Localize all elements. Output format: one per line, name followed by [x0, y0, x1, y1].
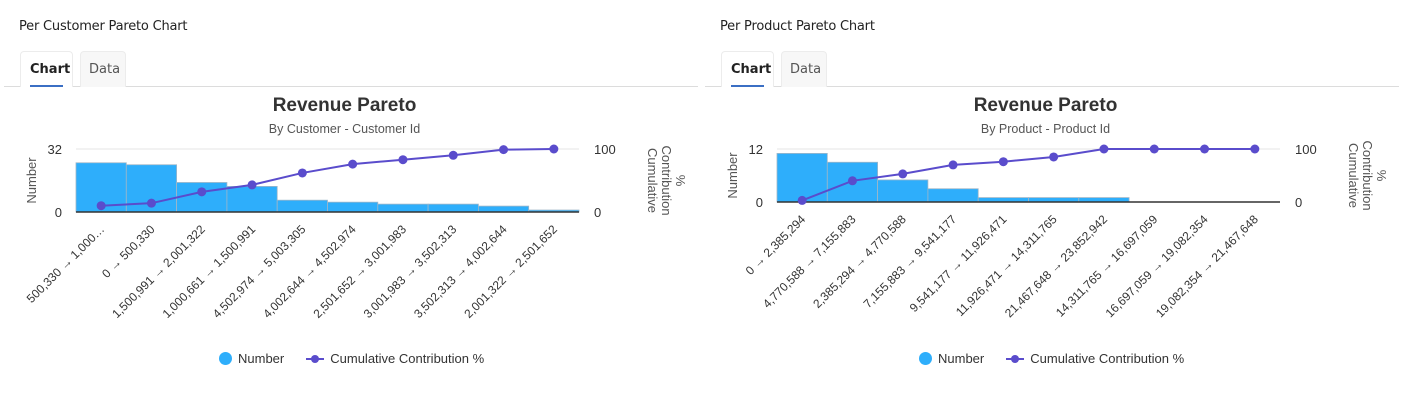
line-point[interactable]	[96, 201, 106, 211]
y2-tick-label: 100	[1295, 142, 1317, 157]
line-point[interactable]	[398, 155, 408, 165]
x-tick-label: 19,082,354 → 21,467,648	[1153, 212, 1261, 320]
y-tick-label: 32	[48, 142, 62, 157]
y2-axis-label: Cumulative Contribution%	[1346, 140, 1389, 210]
y-tick-label: 0	[756, 195, 763, 210]
svg-text:%: %	[673, 175, 688, 187]
x-tick-label: 2,001,322 → 2,501,652	[461, 222, 560, 321]
x-tick-label: 4,502,974 → 5,003,305	[210, 222, 309, 321]
chart-title: Revenue Pareto	[974, 95, 1118, 116]
x-tick-label: 14,311,765 → 16,697,059	[1053, 212, 1161, 320]
x-tick-label: 11,926,471 → 14,311,765	[953, 212, 1060, 319]
bar-series-icon	[219, 352, 232, 365]
x-tick-label: 9,541,177 → 11,926,471	[907, 212, 1010, 315]
y-tick-label: 12	[749, 142, 763, 157]
line-point[interactable]	[549, 144, 559, 154]
x-tick-label: 21,467,648 → 23,852,942	[1002, 212, 1110, 320]
legend-item-cumulative[interactable]: Cumulative Contribution %	[306, 351, 484, 366]
y-tick-label: 0	[55, 205, 62, 220]
line-point[interactable]	[998, 157, 1008, 167]
line-point[interactable]	[948, 160, 958, 170]
x-tick-label: 4,770,588 → 7,155,883	[760, 212, 859, 311]
line-point[interactable]	[297, 168, 307, 178]
product-pareto-panel: Per Product Pareto Chart Chart Data Reve…	[701, 0, 1399, 407]
line-series-icon	[306, 354, 325, 364]
bar[interactable]	[927, 188, 979, 203]
x-tick-label: 2,385,294 → 4,770,588	[810, 212, 909, 311]
bar-series-icon	[919, 352, 932, 365]
y2-tick-label: 100	[594, 142, 616, 157]
line-point[interactable]	[448, 150, 458, 160]
line-point[interactable]	[847, 176, 857, 186]
customer-pareto-panel: Per Customer Pareto Chart Chart Data Rev…	[0, 0, 698, 407]
line-point[interactable]	[1149, 144, 1159, 154]
y2-tick-label: 0	[1295, 195, 1302, 210]
tab-data[interactable]: Data	[781, 51, 827, 87]
cumulative-line	[801, 148, 1255, 202]
x-tick-label: 2,501,652 → 3,001,983	[310, 222, 409, 321]
bar[interactable]	[176, 182, 228, 213]
line-point[interactable]	[247, 180, 257, 190]
x-tick-label: 1,500,991 → 2,001,322	[109, 222, 208, 321]
line-point[interactable]	[348, 159, 358, 169]
y2-axis-label: Cumulative Contribution%	[645, 145, 688, 215]
panel-title: Per Customer Pareto Chart	[19, 19, 188, 34]
chart-subtitle: By Product - Product Id	[981, 122, 1110, 136]
x-tick-label: 3,001,983 → 3,502,313	[361, 222, 460, 321]
svg-text:Contribution: Contribution	[659, 145, 674, 215]
pareto-chart: Revenue Pareto By Customer - Customer Id 0…	[24, 95, 688, 321]
tab-chart[interactable]: Chart	[721, 51, 774, 87]
x-tick-label: 3,502,313 → 4,002,644	[411, 222, 510, 321]
x-tick-label: 4,002,644 → 4,502,974	[260, 222, 359, 321]
tab-bar: Chart Data	[4, 51, 698, 87]
svg-text:Contribution: Contribution	[1360, 140, 1375, 210]
line-series-icon	[1006, 354, 1025, 364]
bar[interactable]	[776, 153, 828, 203]
pareto-chart: Revenue Pareto By Product - Product Id 0 12…	[725, 95, 1389, 320]
line-point[interactable]	[898, 169, 908, 179]
line-point[interactable]	[146, 198, 156, 208]
line-point[interactable]	[1049, 152, 1059, 162]
bar[interactable]	[327, 201, 379, 213]
legend-label: Number	[238, 351, 285, 366]
bar[interactable]	[477, 205, 530, 213]
x-tick-label: 500,330 → 1,000…	[24, 222, 107, 305]
bar[interactable]	[427, 203, 479, 213]
svg-text:%: %	[1374, 170, 1389, 182]
y-axis-label: Number	[24, 157, 39, 204]
y2-tick-label: 0	[594, 205, 601, 220]
line-point[interactable]	[1250, 144, 1260, 154]
svg-text:Cumulative: Cumulative	[1346, 143, 1361, 208]
x-tick-label: 7,155,883 → 9,541,177	[861, 212, 960, 311]
legend-label: Number	[938, 351, 985, 366]
legend-label: Cumulative Contribution %	[330, 351, 485, 366]
x-tick-label: 1,000,661 → 1,500,991	[160, 222, 259, 321]
line-point[interactable]	[197, 187, 207, 197]
bar[interactable]	[276, 199, 328, 213]
x-tick-label: 16,697,059 → 19,082,354	[1103, 212, 1211, 320]
tab-bar: Chart Data	[705, 51, 1399, 87]
chart-subtitle: By Customer - Customer Id	[269, 122, 420, 136]
bar[interactable]	[377, 203, 429, 213]
legend-item-number[interactable]: Number	[919, 351, 984, 366]
legend-item-number[interactable]: Number	[219, 351, 284, 366]
svg-text:Cumulative: Cumulative	[645, 148, 660, 213]
chart-legend: Number Cumulative Contribution %	[219, 351, 498, 366]
chart-title: Revenue Pareto	[273, 95, 417, 116]
tab-data[interactable]: Data	[80, 51, 126, 87]
cumulative-line	[101, 148, 554, 207]
line-point[interactable]	[797, 195, 807, 205]
line-point[interactable]	[1099, 144, 1109, 154]
chart-legend: Number Cumulative Contribution %	[919, 351, 1198, 366]
panel-title: Per Product Pareto Chart	[720, 19, 875, 34]
line-point[interactable]	[499, 145, 509, 155]
bar[interactable]	[877, 179, 929, 203]
tab-chart[interactable]: Chart	[20, 51, 73, 87]
y-axis-label: Number	[725, 152, 740, 199]
legend-label: Cumulative Contribution %	[1030, 351, 1185, 366]
bar[interactable]	[226, 186, 278, 213]
line-point[interactable]	[1200, 144, 1210, 154]
legend-item-cumulative[interactable]: Cumulative Contribution %	[1006, 351, 1184, 366]
